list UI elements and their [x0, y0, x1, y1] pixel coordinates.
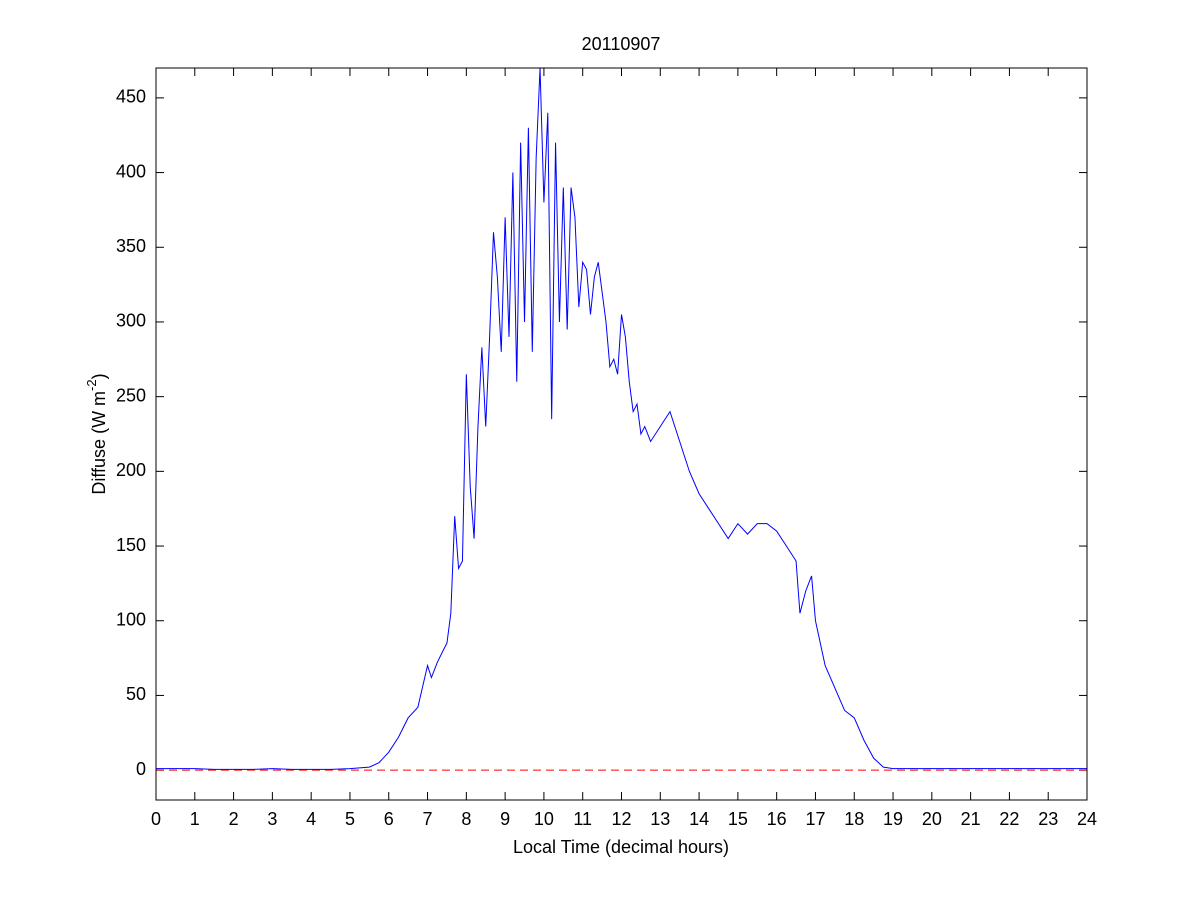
x-tick-label: 13 — [650, 809, 670, 829]
y-tick-label: 50 — [126, 684, 146, 704]
plot-frame — [155, 67, 1088, 801]
chart-title: 20110907 — [582, 34, 661, 54]
y-label-end: ) — [89, 373, 109, 379]
x-tick-label: 3 — [267, 809, 277, 829]
x-tick-label: 12 — [611, 809, 631, 829]
x-tick-label: 18 — [844, 809, 864, 829]
y-tick-label: 450 — [116, 87, 146, 107]
x-tick-label: 17 — [805, 809, 825, 829]
x-tick-label: 0 — [151, 809, 161, 829]
y-tick-label: 350 — [116, 236, 146, 256]
x-tick-label: 5 — [345, 809, 355, 829]
x-tick-label: 11 — [573, 809, 592, 829]
y-tick-label: 200 — [116, 460, 146, 480]
y-tick-label: 400 — [116, 161, 146, 181]
data-line — [156, 67, 1087, 770]
x-tick-label: 9 — [500, 809, 510, 829]
x-tick-label: 23 — [1038, 809, 1058, 829]
x-tick-label: 4 — [306, 809, 316, 829]
x-tick-label: 8 — [461, 809, 471, 829]
y-tick-label: 300 — [116, 311, 146, 331]
x-tick-label: 24 — [1077, 809, 1097, 829]
y-tick-label: 100 — [116, 609, 146, 629]
y-tick-label: 150 — [116, 535, 146, 555]
x-tick-label: 21 — [961, 809, 981, 829]
x-tick-label: 16 — [767, 809, 787, 829]
x-tick-label: 1 — [190, 809, 200, 829]
x-tick-label: 10 — [534, 809, 554, 829]
y-label-sup: -2 — [84, 379, 99, 391]
x-tick-label: 15 — [728, 809, 748, 829]
x-tick-label: 20 — [922, 809, 942, 829]
y-tick-label: 0 — [136, 759, 146, 779]
y-axis-label: Diffuse (W m-2) — [84, 373, 108, 494]
x-tick-label: 7 — [423, 809, 433, 829]
y-label-text: Diffuse (W m — [89, 391, 109, 495]
x-tick-label: 6 — [384, 809, 394, 829]
x-tick-label: 19 — [883, 809, 903, 829]
y-tick-label: 250 — [116, 385, 146, 405]
x-tick-label: 22 — [999, 809, 1019, 829]
x-tick-label: 2 — [229, 809, 239, 829]
x-tick-label: 14 — [689, 809, 709, 829]
x-axis-label: Local Time (decimal hours) — [513, 837, 729, 857]
